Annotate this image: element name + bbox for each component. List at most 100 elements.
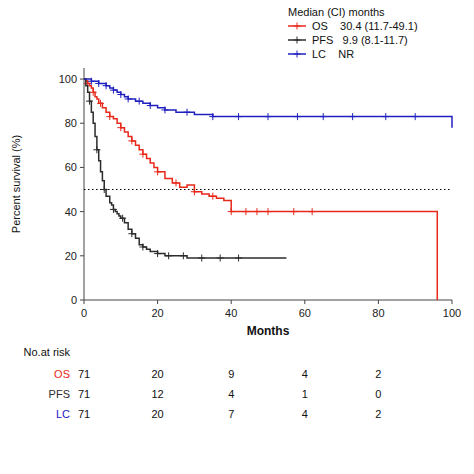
at-risk-value: 71 [78, 368, 90, 380]
censor-mark [103, 82, 110, 89]
x-tick [157, 300, 158, 304]
x-tick-label: 20 [151, 307, 163, 319]
censor-mark [209, 113, 216, 120]
at-risk-table: No.at riskOS7120942PFS7112410LC7120742 [24, 346, 382, 420]
at-risk-value: 4 [302, 408, 308, 420]
y-tick-label: 80 [65, 117, 77, 129]
legend-entry: PFS 9.9 (8.1-11.7) [312, 34, 408, 46]
x-tick [84, 300, 85, 304]
legend-entry: OS 30.4 (11.7-49.1) [312, 20, 418, 32]
x-tick [231, 300, 232, 304]
censor-mark [154, 250, 161, 257]
y-tick-label: 20 [65, 250, 77, 262]
legend-marker [294, 51, 301, 58]
censor-mark [161, 106, 168, 113]
censor-mark [265, 113, 272, 120]
censor-mark [95, 80, 102, 87]
censor-mark [106, 113, 113, 120]
x-tick-label: 40 [225, 307, 237, 319]
censor-mark [294, 113, 301, 120]
legend-marker [294, 37, 301, 44]
censor-mark [235, 113, 242, 120]
censor-mark [320, 113, 327, 120]
at-risk-value: 2 [375, 368, 381, 380]
x-tick [378, 300, 379, 304]
censor-mark [93, 146, 100, 153]
at-risk-label: No.at risk [24, 346, 71, 358]
x-tick-label: 0 [81, 307, 87, 319]
censor-mark [117, 124, 124, 131]
censor-mark [128, 230, 135, 237]
censor-mark [154, 168, 161, 175]
y-tick-label: 100 [59, 73, 77, 85]
plot-area [84, 78, 452, 300]
censor-mark [349, 113, 356, 120]
censor-mark [139, 243, 146, 250]
censor-mark [382, 113, 389, 120]
censor-mark [136, 98, 143, 105]
censor-mark [110, 87, 117, 94]
censor-mark [125, 95, 132, 102]
censor-mark [412, 113, 419, 120]
legend-entry: LC NR [312, 48, 354, 60]
censor-mark [147, 102, 154, 109]
censor-mark [117, 91, 124, 98]
x-tick-label: 60 [299, 307, 311, 319]
y-axis-label: Percent survival (%) [10, 135, 22, 233]
censor-mark [184, 109, 191, 116]
censor-mark [110, 206, 117, 213]
legend: Median (CI) months OS 30.4 (11.7-49.1) PFS… [288, 6, 418, 60]
censor-mark [209, 193, 216, 200]
y-tick-label: 60 [65, 161, 77, 173]
at-risk-row-label: PFS [49, 388, 70, 400]
x-tick [452, 300, 453, 304]
censor-mark [265, 208, 272, 215]
legend-marker [294, 23, 301, 30]
at-risk-value: 71 [78, 408, 90, 420]
at-risk-row-label: OS [54, 368, 70, 380]
legend-title: Median (CI) months [288, 6, 385, 18]
censor-mark [198, 255, 205, 262]
y-tick-label: 40 [65, 206, 77, 218]
censor-mark [139, 151, 146, 158]
censor-mark [128, 137, 135, 144]
censor-mark [165, 252, 172, 259]
censor-mark [119, 215, 126, 222]
at-risk-value: 12 [151, 388, 163, 400]
reference-line [84, 189, 452, 190]
at-risk-value: 7 [228, 408, 234, 420]
censor-mark [235, 255, 242, 262]
at-risk-value: 4 [302, 368, 308, 380]
x-tick [304, 300, 305, 304]
x-tick-label: 100 [443, 307, 461, 319]
at-risk-value: 20 [151, 408, 163, 420]
survival-curve [84, 79, 286, 258]
chart: 020406080100020406080100MonthsPercent su… [0, 0, 474, 474]
at-risk-value: 20 [151, 368, 163, 380]
censor-mark [242, 208, 249, 215]
censor-mark [217, 255, 224, 262]
censor-mark [86, 98, 93, 105]
at-risk-value: 0 [375, 388, 381, 400]
censor-mark [88, 78, 95, 85]
x-tick-label: 80 [372, 307, 384, 319]
at-risk-value: 1 [302, 388, 308, 400]
at-risk-row-label: LC [56, 408, 70, 420]
at-risk-value: 2 [375, 408, 381, 420]
censor-mark [253, 208, 260, 215]
y-axis-line [84, 68, 85, 300]
at-risk-value: 9 [228, 368, 234, 380]
censor-mark [290, 208, 297, 215]
y-tick [80, 211, 84, 212]
censor-mark [173, 179, 180, 186]
survival-curve [84, 79, 452, 128]
x-axis-line [84, 300, 452, 301]
survival-curve [84, 79, 437, 300]
y-tick [80, 300, 84, 301]
censor-mark [90, 89, 97, 96]
censor-mark [97, 100, 104, 107]
y-tick [80, 167, 84, 168]
censor-mark [191, 188, 198, 195]
x-axis-label: Months [247, 324, 290, 338]
y-tick-label: 0 [71, 294, 77, 306]
